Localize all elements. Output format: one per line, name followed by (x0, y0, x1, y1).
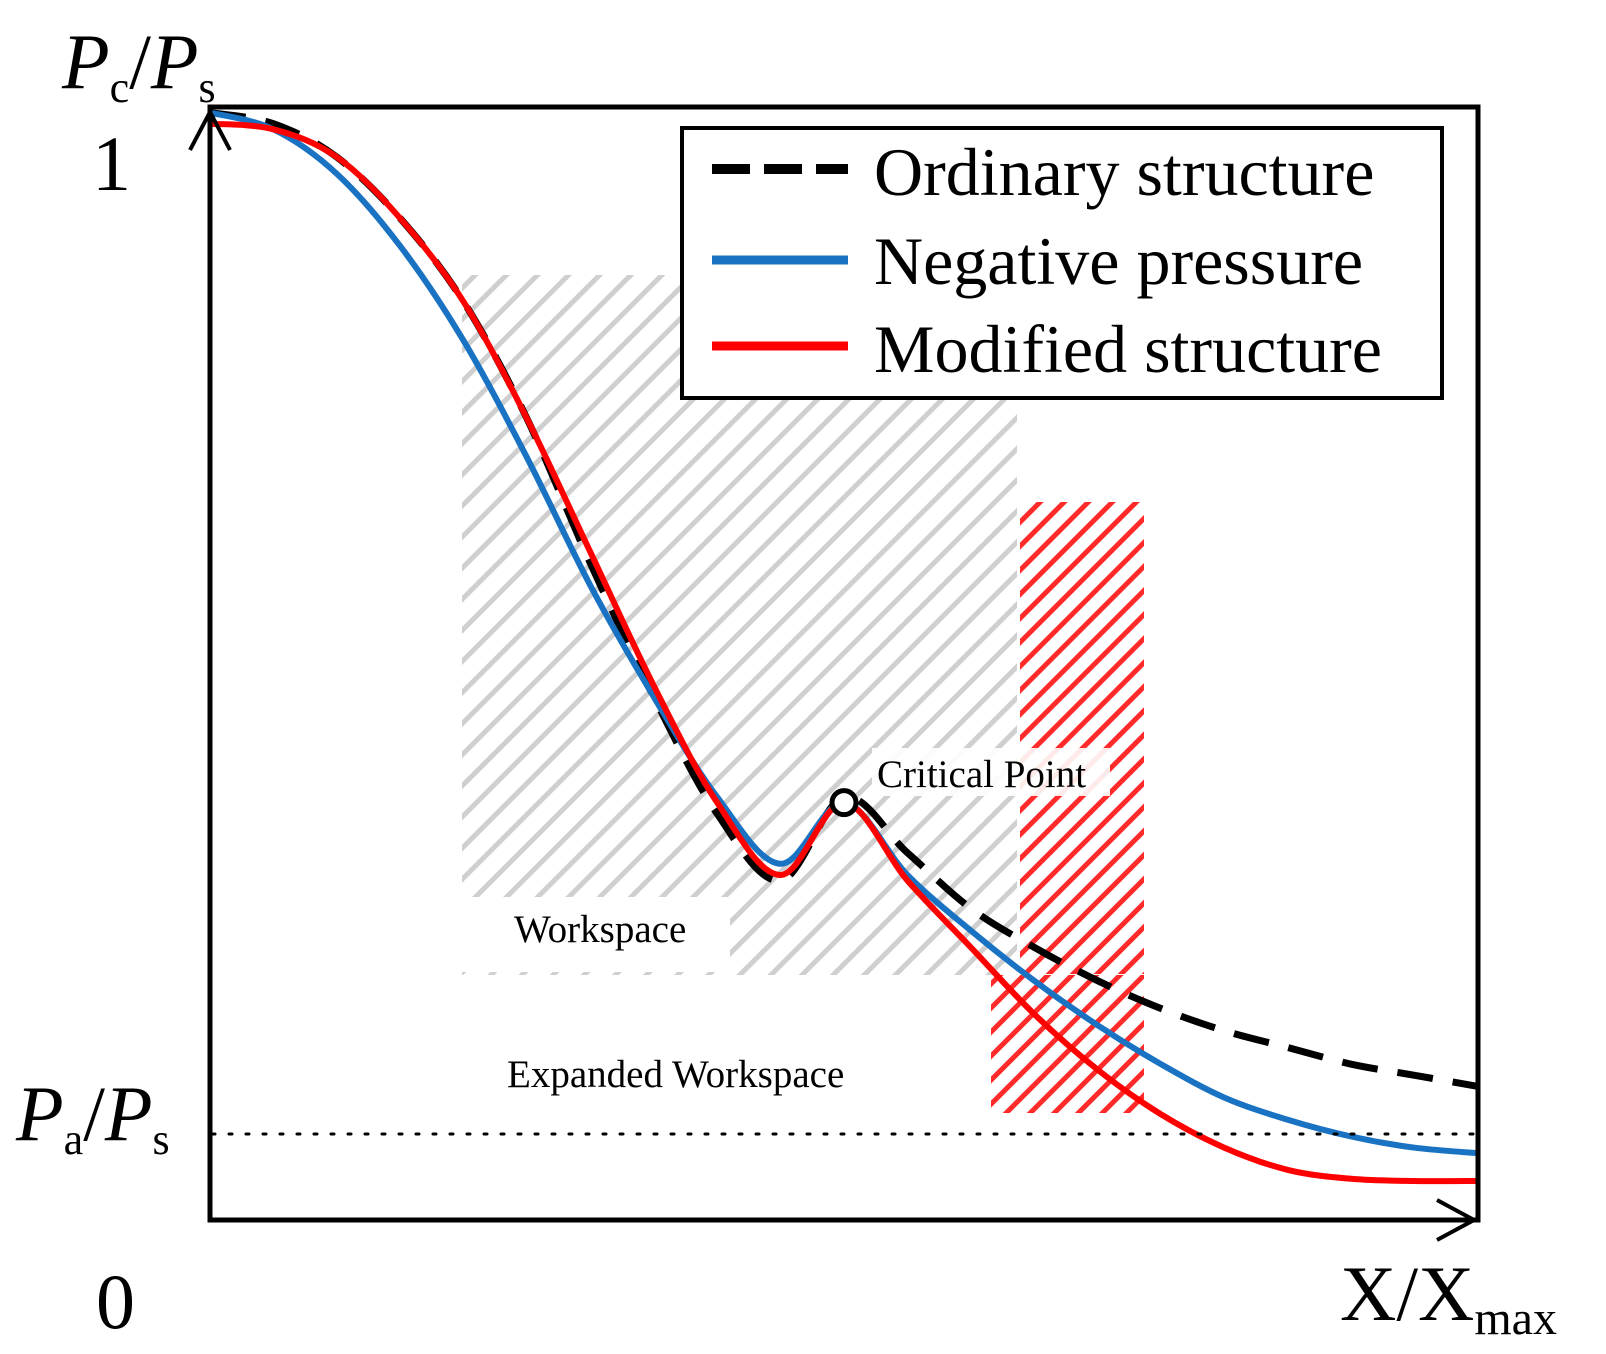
workspace-label-bg (462, 897, 730, 972)
series-line-negative-pressure (209, 109, 1479, 1157)
ref-label-sub2: s (153, 1115, 170, 1164)
origin-label: 0 (96, 1258, 135, 1345)
series-line-modified-structure (209, 120, 1479, 1185)
y-label-slash: / (129, 18, 151, 105)
critical-point-label: Critical Point (877, 753, 1086, 796)
ref-label-sub: a (64, 1115, 84, 1164)
expanded-workspace-region-upper (1020, 502, 1144, 974)
plot-frame (207, 104, 1481, 1223)
critical-point-marker (829, 788, 859, 818)
y-label-sub: c (110, 63, 130, 112)
y-tick-top: 1 (92, 120, 131, 207)
workspace-label: Workspace (514, 908, 686, 951)
legend-label-modified-structure: Modified structure (874, 311, 1382, 387)
x-label-main: X/X (1340, 1250, 1474, 1337)
y-axis-label: Pc/Ps (61, 18, 216, 112)
x-label-sub: max (1474, 1292, 1557, 1345)
y-label-sub2: s (199, 63, 216, 112)
legend-label-negative-pressure: Negative pressure (874, 223, 1363, 299)
critical-point-label-bg (872, 748, 1110, 796)
x-axis-label: X/Xmax (1340, 1250, 1557, 1345)
axes (188, 104, 1481, 1242)
ref-label-main2: P (104, 1070, 153, 1157)
y-label-main2: P (150, 18, 199, 105)
expanded-workspace-label: Expanded Workspace (507, 1053, 844, 1096)
ref-label-main: P (15, 1070, 64, 1157)
y-label-main: P (61, 18, 110, 105)
legend: Ordinary structure Negative pressure Mod… (680, 126, 1444, 400)
y-axis-arrow (188, 107, 232, 151)
x-axis-arrow (1436, 1198, 1479, 1242)
legend-label-ordinary-structure: Ordinary structure (874, 134, 1374, 210)
reference-line-label: Pa/Ps (15, 1070, 170, 1164)
series-group (209, 109, 1479, 1185)
ref-label-slash: / (83, 1070, 105, 1157)
